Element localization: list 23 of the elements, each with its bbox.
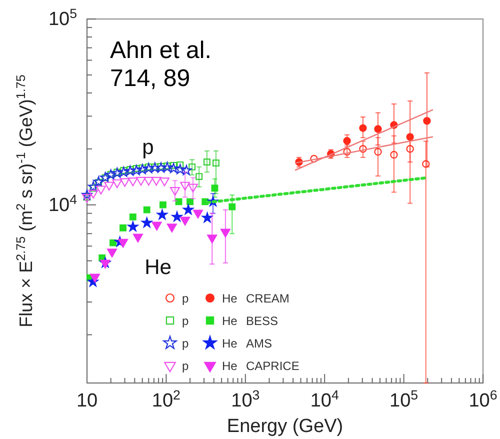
x-tick-label: 10 — [76, 390, 98, 412]
x-tick-label: 10$^{3}$ — [231, 386, 260, 412]
annotation: He — [144, 256, 172, 279]
legend-label: p — [182, 359, 189, 373]
x-axis-title: Energy (GeV) — [226, 416, 344, 437]
x-tick-label: 10$^{6}$ — [468, 386, 498, 412]
annotation: p — [142, 136, 154, 159]
legend-label: He — [222, 314, 238, 328]
legend-label: He — [222, 336, 238, 350]
legend-label: p — [182, 336, 189, 350]
annotation: CREAM — [246, 292, 290, 306]
x-tick-label: 10$^{5}$ — [390, 386, 418, 412]
legend-label: p — [182, 314, 189, 328]
x-tick-label: 10$^{4}$ — [310, 386, 339, 412]
annotation: CAPRICE — [246, 359, 300, 373]
annotation: BESS — [246, 314, 278, 328]
legend-label: p — [182, 292, 189, 306]
legend-label: He — [222, 292, 238, 306]
annotation: 714, 89 — [110, 65, 190, 92]
legend-label: He — [222, 359, 238, 373]
x-tick-label: 10$^{2}$ — [152, 386, 180, 412]
annotation: Ahn et al. — [110, 37, 212, 64]
annotation: AMS — [246, 336, 272, 350]
